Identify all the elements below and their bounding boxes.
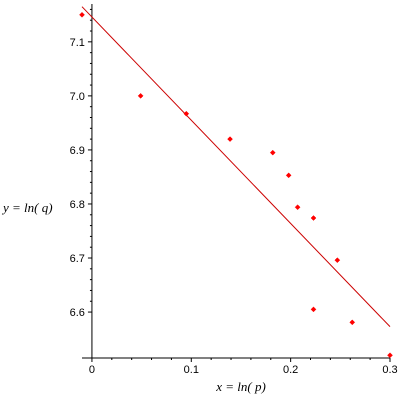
data-point bbox=[334, 257, 341, 264]
x-tick-label: 0.1 bbox=[184, 364, 199, 376]
data-point bbox=[310, 215, 317, 221]
data-point bbox=[183, 110, 190, 117]
y-axis-ticks: 6.6 6.7 6.8 6.9 7.0 7.1 bbox=[70, 8, 92, 319]
axes bbox=[82, 4, 390, 359]
data-point bbox=[387, 352, 393, 359]
fit-line-layer bbox=[81, 6, 391, 328]
y-tick-label: 7.1 bbox=[70, 37, 85, 49]
x-tick-label: 0.3 bbox=[382, 364, 397, 376]
data-point bbox=[310, 306, 317, 313]
data-point bbox=[349, 319, 356, 326]
x-axis-label: x = ln( p) bbox=[215, 379, 266, 394]
y-tick-label: 6.6 bbox=[70, 307, 85, 319]
data-point bbox=[137, 93, 144, 99]
y-tick-label: 7.0 bbox=[70, 91, 85, 103]
y-tick-label: 6.9 bbox=[70, 145, 85, 157]
data-point bbox=[269, 149, 276, 156]
data-points-layer bbox=[79, 11, 393, 359]
data-point bbox=[285, 172, 292, 179]
x-tick-label: 0.2 bbox=[283, 364, 298, 376]
data-point bbox=[79, 11, 85, 18]
y-axis-label: y = ln( q) bbox=[1, 200, 53, 215]
y-tick-label: 6.8 bbox=[70, 199, 85, 211]
data-point bbox=[294, 204, 301, 211]
x-axis-ticks: 0 0.1 0.2 0.3 bbox=[89, 358, 398, 376]
x-tick-label: 0 bbox=[89, 364, 95, 376]
data-point bbox=[227, 136, 233, 142]
fit-line bbox=[81, 6, 391, 328]
y-tick-label: 6.7 bbox=[70, 253, 85, 265]
